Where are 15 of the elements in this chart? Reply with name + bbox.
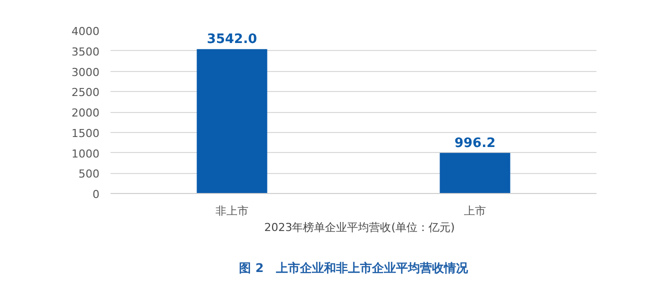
y-tick-label: 0: [92, 188, 100, 201]
y-tick-label: 3000: [72, 66, 100, 79]
text: 996.2: [454, 136, 496, 151]
text: 2023年榜单企业平均营收(单位：亿元): [264, 220, 455, 235]
y-tick-label: 2500: [72, 86, 100, 100]
y-tick-label: 3500: [72, 45, 100, 58]
x-tick-label: 非上市: [216, 204, 248, 218]
text: 3542.0: [206, 32, 258, 48]
x-tick-label: 上市: [464, 204, 486, 218]
y-tick-label: 1500: [72, 126, 100, 140]
y-tick-label: 500: [78, 168, 100, 181]
y-tick-label: 4000: [72, 25, 100, 38]
y-tick-label: 1000: [72, 147, 100, 160]
text: 图 2 上市企业和非上市企业平均营收情况: [239, 261, 469, 276]
y-tick-label: 2000: [72, 106, 100, 120]
